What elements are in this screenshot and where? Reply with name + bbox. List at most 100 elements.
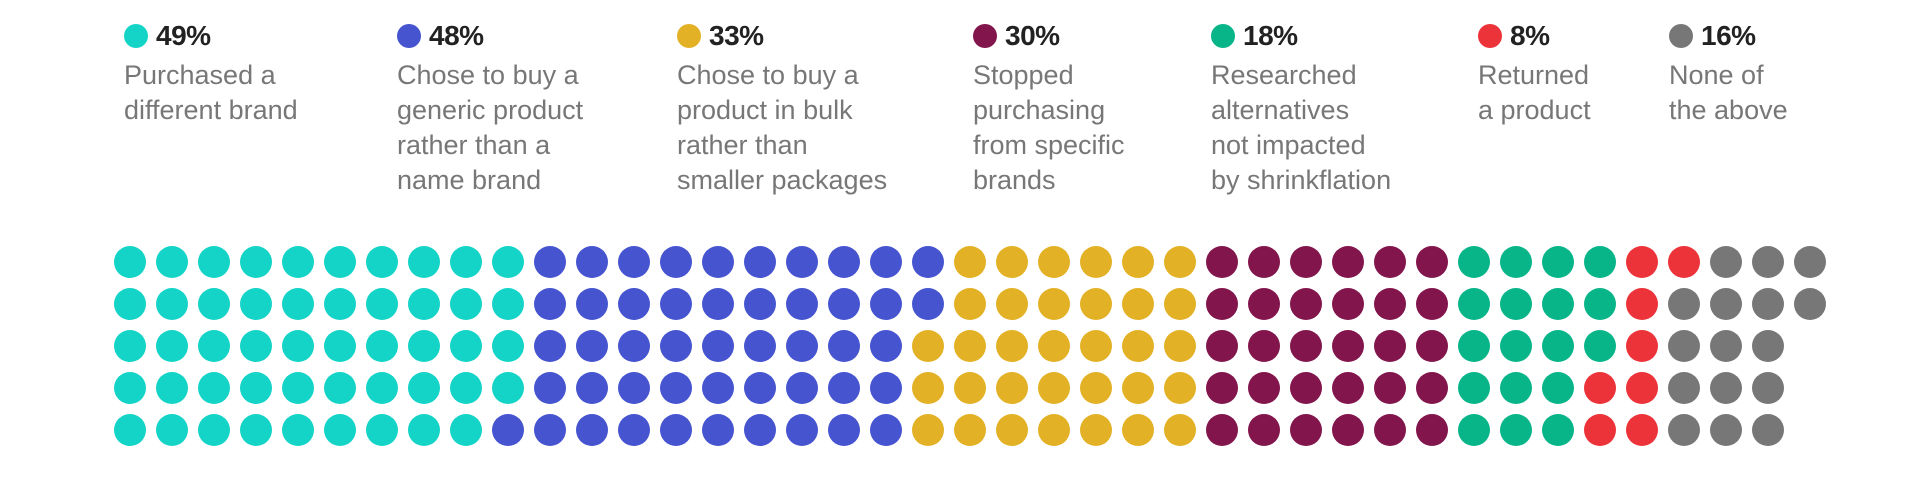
dot-series-7 <box>1752 330 1784 362</box>
dot-series-1 <box>450 330 482 362</box>
dot-series-7 <box>1794 246 1826 278</box>
dot-series-3 <box>1080 288 1112 320</box>
dot-series-2 <box>870 414 902 446</box>
legend-percent: 30% <box>1005 20 1060 51</box>
dot-series-2 <box>576 372 608 404</box>
dot-series-6 <box>1626 414 1658 446</box>
dot-series-3 <box>1164 246 1196 278</box>
legend-label: Researched alternatives not impacted by … <box>1211 60 1392 195</box>
dot-series-4 <box>1206 246 1238 278</box>
legend-item: 8% Returned a product <box>1478 16 1591 128</box>
legend-header: 8% <box>1478 16 1591 56</box>
dot-series-2 <box>786 372 818 404</box>
legend-percent: 16% <box>1701 20 1756 51</box>
dot-series-1 <box>114 246 146 278</box>
dot-series-5 <box>1500 414 1532 446</box>
dot-series-5 <box>1542 246 1574 278</box>
dot-series-3 <box>1122 288 1154 320</box>
dot-series-4 <box>1290 330 1322 362</box>
dot-series-2 <box>576 246 608 278</box>
legend-label: Returned a product <box>1478 60 1591 125</box>
dot-series-5 <box>1458 330 1490 362</box>
dot-series-3 <box>1038 330 1070 362</box>
dot-series-3 <box>996 246 1028 278</box>
dot-series-1 <box>408 372 440 404</box>
dot-series-1 <box>240 414 272 446</box>
dot-series-1 <box>408 246 440 278</box>
dot-series-2 <box>786 330 818 362</box>
dot-series-6 <box>1626 246 1658 278</box>
dot-series-3 <box>954 246 986 278</box>
dot-series-1 <box>450 414 482 446</box>
dot-series-7 <box>1710 330 1742 362</box>
dot-series-3 <box>912 372 944 404</box>
dot-series-2 <box>870 330 902 362</box>
dot-series-1 <box>156 330 188 362</box>
dot-series-1 <box>198 414 230 446</box>
dot-series-1 <box>492 288 524 320</box>
dot-series-2 <box>786 414 818 446</box>
dot-series-3 <box>1038 414 1070 446</box>
dot-series-1 <box>114 414 146 446</box>
dot-series-1 <box>156 372 188 404</box>
dot-series-4 <box>1290 288 1322 320</box>
dot-series-2 <box>870 372 902 404</box>
dot-series-3 <box>1122 246 1154 278</box>
dot-series-1 <box>366 246 398 278</box>
dot-series-4 <box>1206 288 1238 320</box>
dot-series-1 <box>198 372 230 404</box>
dot-series-6 <box>1584 372 1616 404</box>
dot-series-1 <box>450 372 482 404</box>
dot-series-7 <box>1668 414 1700 446</box>
dot-series-4 <box>1206 372 1238 404</box>
dot-series-4 <box>1374 246 1406 278</box>
dot-series-1 <box>366 414 398 446</box>
dot-series-1 <box>114 330 146 362</box>
dot-series-4 <box>1416 288 1448 320</box>
dot-series-3 <box>1122 330 1154 362</box>
dot-series-1 <box>408 330 440 362</box>
dot-series-5 <box>1458 414 1490 446</box>
dot-series-3 <box>1080 330 1112 362</box>
dot-series-1 <box>240 372 272 404</box>
legend-item: 48% Chose to buy a generic product rather… <box>397 16 583 198</box>
dot-series-2 <box>534 414 566 446</box>
dot-series-6 <box>1626 288 1658 320</box>
dot-series-2 <box>912 246 944 278</box>
dot-series-1 <box>408 414 440 446</box>
dot-series-1 <box>282 246 314 278</box>
dot-series-3 <box>1164 288 1196 320</box>
dot-series-4 <box>1248 246 1280 278</box>
legend-label: Purchased a different brand <box>124 60 298 125</box>
dot-series-2 <box>702 246 734 278</box>
dot-series-4 <box>1374 372 1406 404</box>
dot-series-3 <box>1080 414 1112 446</box>
dot-series-7 <box>1752 414 1784 446</box>
legend-header: 33% <box>677 16 887 56</box>
legend-percent: 18% <box>1243 20 1298 51</box>
dot-series-3 <box>954 414 986 446</box>
dot-series-6 <box>1626 372 1658 404</box>
legend-header: 18% <box>1211 16 1391 56</box>
dot-series-2 <box>744 414 776 446</box>
legend-header: 16% <box>1669 16 1788 56</box>
legend-label: None of the above <box>1669 60 1788 125</box>
dot-series-4 <box>1332 372 1364 404</box>
legend-item: 33% Chose to buy a product in bulk rather… <box>677 16 887 198</box>
legend-swatch <box>677 24 701 48</box>
legend-percent: 33% <box>709 20 764 51</box>
dot-series-2 <box>576 330 608 362</box>
dot-series-5 <box>1542 330 1574 362</box>
dot-series-2 <box>744 288 776 320</box>
dot-series-1 <box>114 372 146 404</box>
dot-series-3 <box>996 372 1028 404</box>
dot-series-3 <box>1122 414 1154 446</box>
dot-series-2 <box>660 414 692 446</box>
dot-series-1 <box>282 372 314 404</box>
dot-series-2 <box>870 288 902 320</box>
dot-series-7 <box>1710 372 1742 404</box>
dot-series-6 <box>1668 246 1700 278</box>
dot-series-1 <box>450 246 482 278</box>
dot-series-7 <box>1668 330 1700 362</box>
legend-swatch <box>1478 24 1502 48</box>
